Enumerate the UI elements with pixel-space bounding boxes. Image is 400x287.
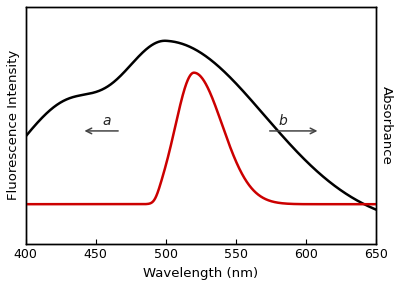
X-axis label: Wavelength (nm): Wavelength (nm) bbox=[143, 267, 258, 280]
Text: b: b bbox=[278, 114, 287, 128]
Text: a: a bbox=[103, 114, 111, 128]
Y-axis label: Fluorescence Intensity: Fluorescence Intensity bbox=[7, 50, 20, 200]
Y-axis label: Absorbance: Absorbance bbox=[380, 86, 393, 165]
